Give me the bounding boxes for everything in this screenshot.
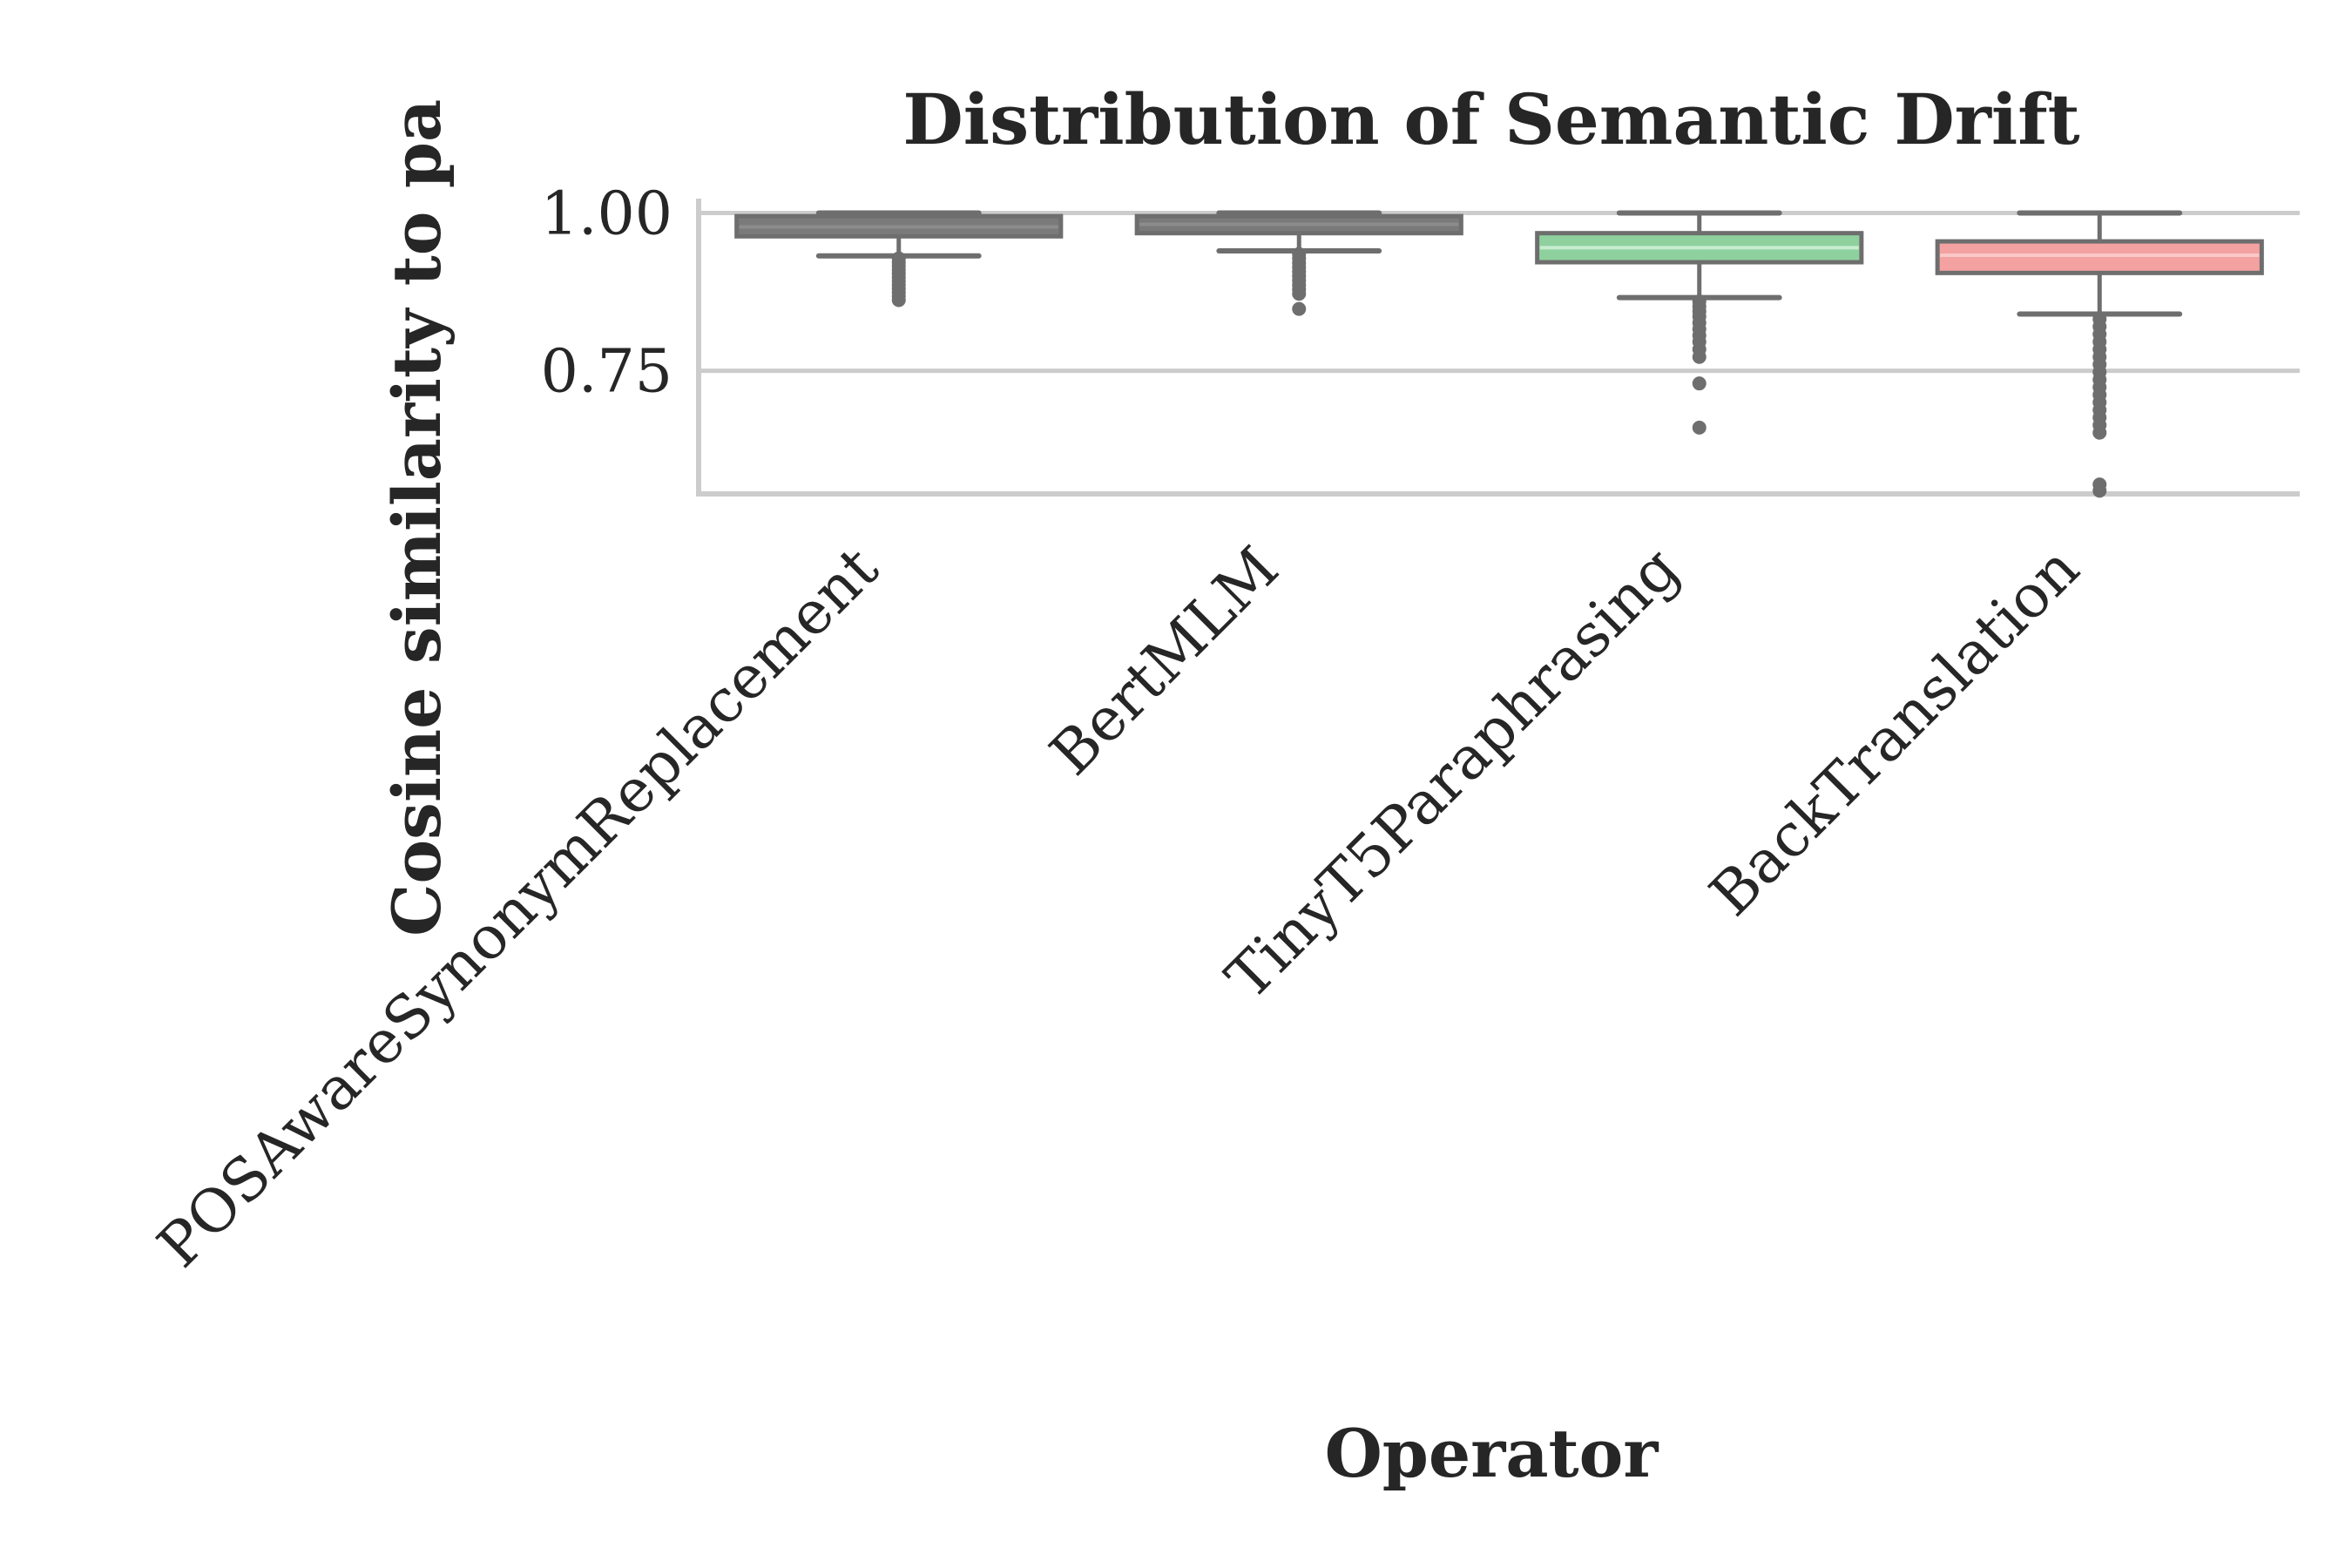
- outlier-point: [2092, 483, 2107, 498]
- y-tick-labels: 1.00 0.75: [541, 179, 672, 406]
- y-axis-label: Cosine similarity to pa: [378, 99, 456, 936]
- x-tick-label: BackTranslation: [1697, 534, 2092, 929]
- axis-spines: [696, 199, 2300, 497]
- x-tick-label: POSAwareSynonymReplacement: [145, 534, 891, 1281]
- y-tick-label: 0.75: [541, 338, 672, 407]
- outlier-point: [891, 293, 906, 308]
- box-iqr: [1935, 239, 2264, 275]
- outlier-point: [1692, 376, 1707, 391]
- x-axis-label: Operator: [1325, 1415, 1659, 1492]
- outlier-point: [1292, 301, 1307, 316]
- outlier-point: [1292, 287, 1307, 301]
- box-group: [1535, 210, 1864, 435]
- box-group: [1935, 210, 2264, 498]
- outlier-point: [1692, 349, 1707, 364]
- outlier-point: [1692, 420, 1707, 435]
- box-series: [734, 210, 2264, 498]
- outlier-point: [2092, 425, 2107, 440]
- box-group: [1134, 210, 1463, 316]
- axis-spine: [696, 199, 2300, 497]
- chart-title: Distribution of Semantic Drift: [902, 78, 2079, 160]
- x-tick-label: TinyT5Paraphrasing: [1213, 534, 1693, 1013]
- y-tick-label: 1.00: [541, 179, 672, 248]
- x-tick-label: BertMLM: [1037, 534, 1292, 788]
- box-group: [734, 210, 1064, 308]
